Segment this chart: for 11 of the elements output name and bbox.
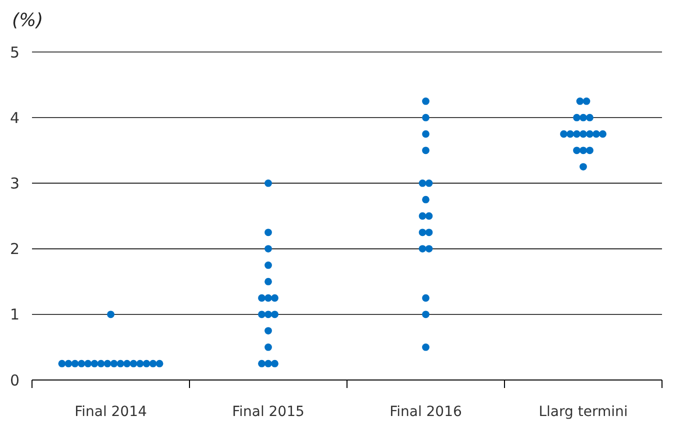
- x-tick-label: Final 2014: [74, 404, 148, 420]
- y-tick-label: 4: [10, 108, 20, 127]
- y-tick-label: 1: [10, 306, 20, 324]
- x-tick-label: Final 2016: [390, 404, 462, 420]
- y-tick-label: 5: [10, 43, 20, 62]
- y-tick-label: 2: [10, 240, 20, 258]
- y-axis-title: (%): [12, 10, 44, 31]
- y-tick-label: 3: [10, 174, 20, 193]
- x-tick-label: Final 2015: [232, 404, 304, 420]
- y-tick-label: 0: [10, 371, 20, 390]
- x-tick-label: Llarg termini: [538, 404, 628, 420]
